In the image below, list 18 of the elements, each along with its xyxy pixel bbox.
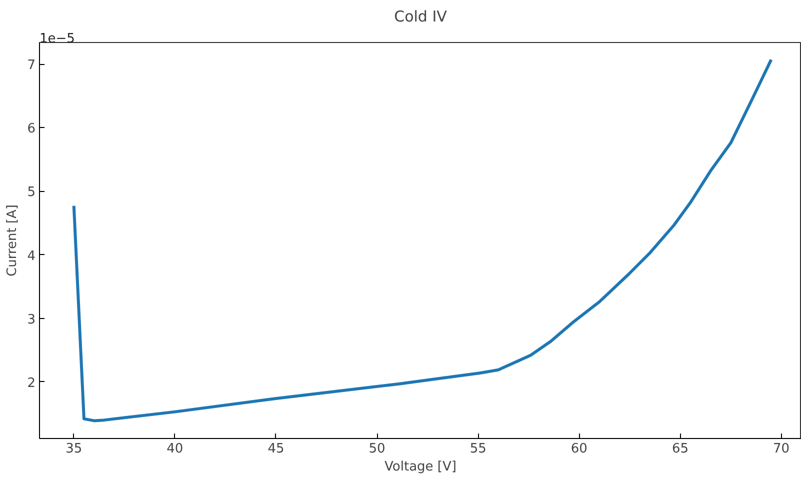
x-tick-label: 35 — [66, 442, 82, 456]
line-series — [72, 58, 773, 422]
x-tick-label: 60 — [570, 442, 588, 456]
x-tick-label: 70 — [773, 442, 790, 456]
x-tick-label: 45 — [268, 442, 284, 456]
y-tick-label: 4 — [27, 248, 36, 264]
x-tick-label: 65 — [672, 442, 689, 456]
chart-title: Cold IV — [394, 8, 448, 26]
y-tick-label: 5 — [27, 185, 36, 200]
x-tick-label: 40 — [166, 442, 184, 456]
y-tick-label: 3 — [27, 312, 36, 328]
x-tick-label: 50 — [368, 442, 386, 456]
y-tick-label: 6 — [27, 122, 36, 137]
y-axis-title: Current [A] — [5, 204, 20, 276]
x-tick-label: 55 — [470, 442, 486, 456]
y-tick-label: 7 — [27, 58, 36, 74]
x-axis-title: Voltage [V] — [384, 460, 456, 474]
y-tick-label: 2 — [27, 376, 36, 391]
